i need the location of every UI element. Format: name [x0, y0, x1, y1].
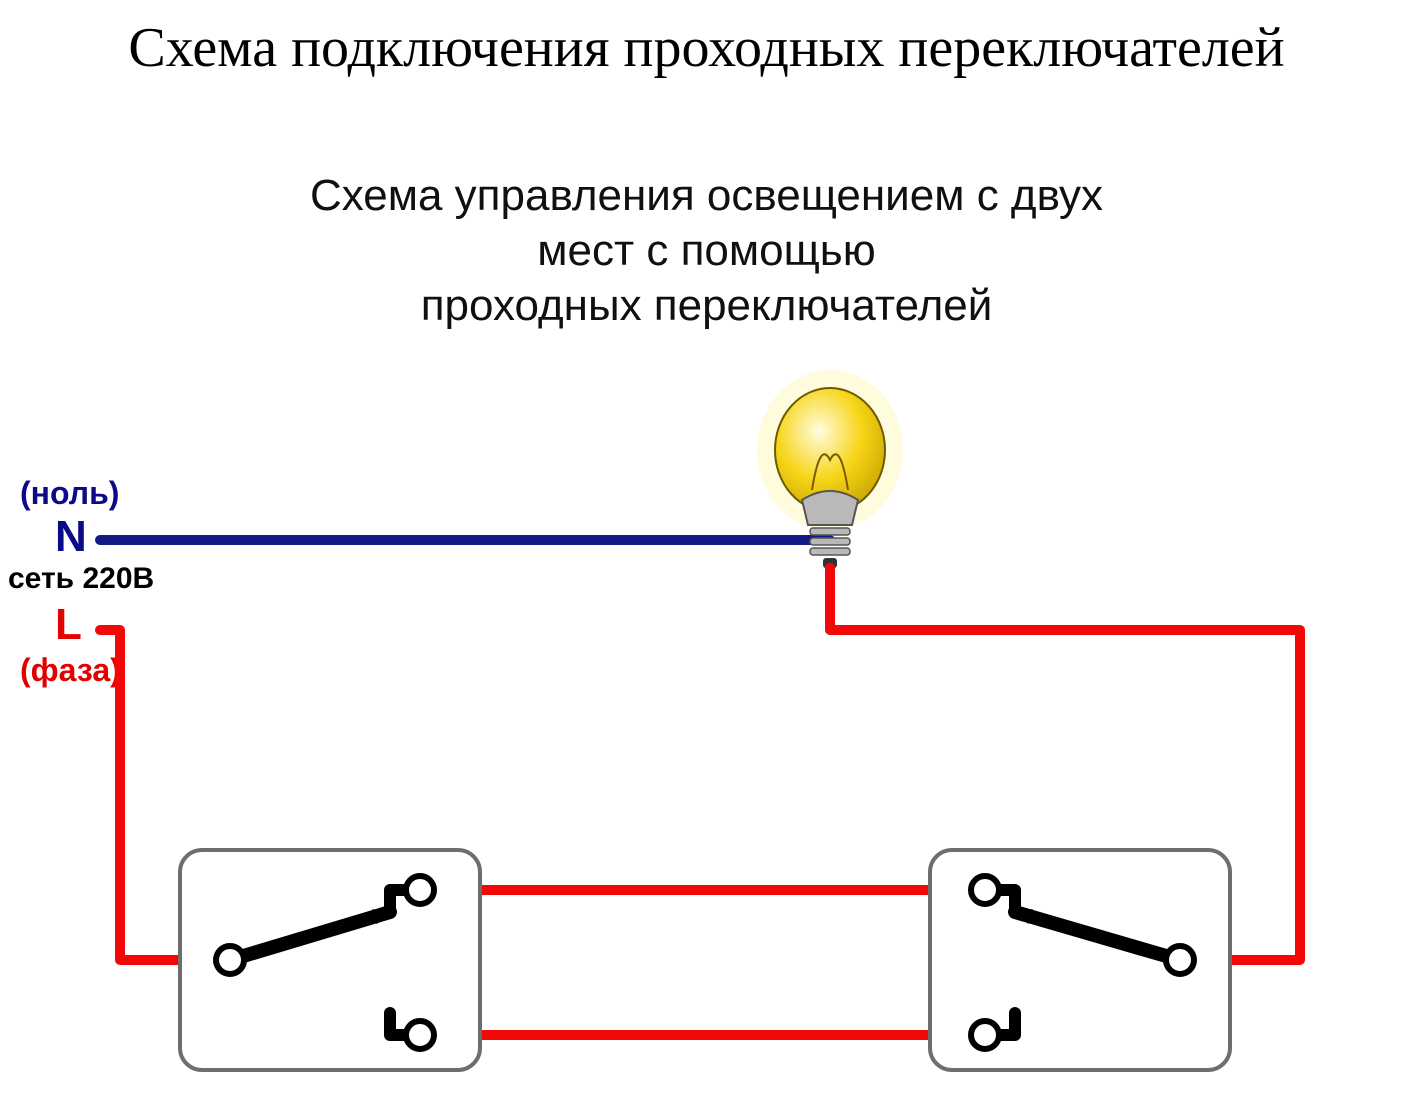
switch-1-terminal-out-bot	[406, 1021, 434, 1049]
bulb-thread-3	[810, 548, 850, 555]
switch-1-terminal-out-top	[406, 876, 434, 904]
switch-1-terminal-common	[216, 946, 244, 974]
diagram-canvas: Схема подключения проходных переключател…	[0, 0, 1413, 1116]
switch-2-terminal-out-top	[971, 876, 999, 904]
bulb-collar	[802, 491, 858, 525]
switch-2-terminal-out-bot	[971, 1021, 999, 1049]
switch-2-terminal-common	[1166, 946, 1194, 974]
bulb-thread-1	[810, 528, 850, 535]
wiring-diagram	[0, 0, 1413, 1116]
bulb-thread-2	[810, 538, 850, 545]
